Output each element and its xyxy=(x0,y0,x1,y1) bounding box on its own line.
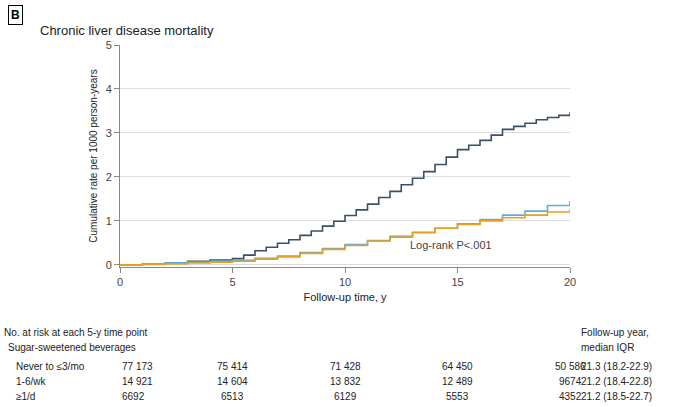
svg-text:Chronic liver disease mortalit: Chronic liver disease mortality xyxy=(40,23,214,38)
svg-text:1-6/wk: 1-6/wk xyxy=(16,376,46,387)
svg-text:21.3 (18.2-22.9): 21.3 (18.2-22.9) xyxy=(581,361,652,372)
svg-text:64 450: 64 450 xyxy=(442,361,473,372)
svg-text:6129: 6129 xyxy=(334,391,357,402)
svg-text:0: 0 xyxy=(106,259,112,271)
svg-text:B: B xyxy=(11,8,20,22)
svg-text:Follow-up time, y: Follow-up time, y xyxy=(303,291,387,303)
svg-text:0: 0 xyxy=(117,276,123,288)
svg-text:6692: 6692 xyxy=(122,391,145,402)
svg-text:15: 15 xyxy=(451,276,463,288)
svg-text:Log-rank P<.001: Log-rank P<.001 xyxy=(410,239,492,251)
svg-text:≥1/d: ≥1/d xyxy=(16,391,35,402)
svg-text:71 428: 71 428 xyxy=(330,361,361,372)
svg-text:9674: 9674 xyxy=(559,376,582,387)
svg-text:20: 20 xyxy=(564,276,576,288)
svg-text:4352: 4352 xyxy=(559,391,582,402)
svg-text:Never to ≤3/mo: Never to ≤3/mo xyxy=(16,361,85,372)
svg-text:21.2 (18.4-22.8): 21.2 (18.4-22.8) xyxy=(581,376,652,387)
svg-text:77 173: 77 173 xyxy=(122,361,153,372)
svg-text:6513: 6513 xyxy=(221,391,244,402)
svg-text:median IQR: median IQR xyxy=(581,342,634,353)
svg-text:No. at risk at each 5-y time p: No. at risk at each 5-y time point xyxy=(4,327,148,338)
svg-text:14 604: 14 604 xyxy=(217,376,248,387)
svg-text:5: 5 xyxy=(229,276,235,288)
svg-text:14 921: 14 921 xyxy=(122,376,153,387)
svg-text:50 586: 50 586 xyxy=(555,361,586,372)
svg-text:10: 10 xyxy=(339,276,351,288)
svg-text:5553: 5553 xyxy=(446,391,469,402)
svg-text:Follow-up year,: Follow-up year, xyxy=(581,327,649,338)
svg-text:Sugar-sweetened beverages: Sugar-sweetened beverages xyxy=(8,342,136,353)
svg-text:3: 3 xyxy=(106,127,112,139)
svg-text:Cumulative rate per 1000 perso: Cumulative rate per 1000 person-years xyxy=(88,69,99,242)
svg-text:4: 4 xyxy=(106,83,112,95)
svg-text:12 489: 12 489 xyxy=(442,376,473,387)
svg-text:1: 1 xyxy=(106,215,112,227)
svg-text:75 414: 75 414 xyxy=(217,361,248,372)
svg-text:21.2 (18.5-22.7): 21.2 (18.5-22.7) xyxy=(581,391,652,402)
svg-text:5: 5 xyxy=(106,39,112,51)
svg-text:13 832: 13 832 xyxy=(330,376,361,387)
svg-text:2: 2 xyxy=(106,171,112,183)
